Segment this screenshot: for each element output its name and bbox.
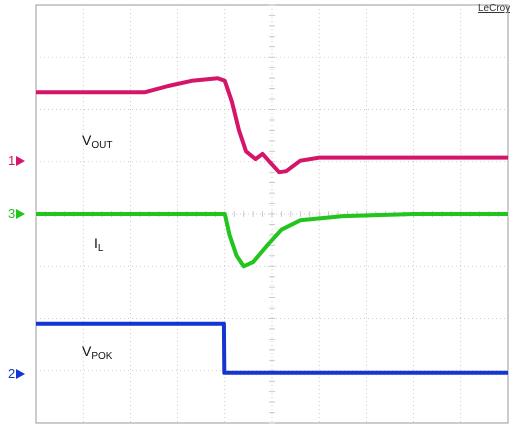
channel-3-marker-arrow-icon	[16, 208, 26, 219]
traces	[36, 76, 508, 375]
channel-3-marker: 3	[8, 206, 26, 221]
trace-channel-1	[36, 76, 508, 175]
channel-1-marker: 1	[8, 153, 26, 168]
channel-2-marker: 2	[8, 366, 26, 381]
trace-channel-3	[36, 212, 508, 269]
channel-1-marker-label: 1	[8, 153, 16, 168]
channel-2-marker-arrow-icon	[16, 368, 26, 379]
trace-channel-2	[36, 321, 508, 375]
channel-1-marker-arrow-icon	[16, 155, 26, 166]
channel-2-marker-label: 2	[8, 366, 16, 381]
vpok-label: VPOK	[82, 343, 113, 362]
brand-logo: LeCroy	[478, 3, 510, 14]
vout-label: VOUT	[82, 132, 113, 151]
channel-3-marker-label: 3	[8, 206, 16, 221]
il-label: IL	[94, 235, 104, 254]
